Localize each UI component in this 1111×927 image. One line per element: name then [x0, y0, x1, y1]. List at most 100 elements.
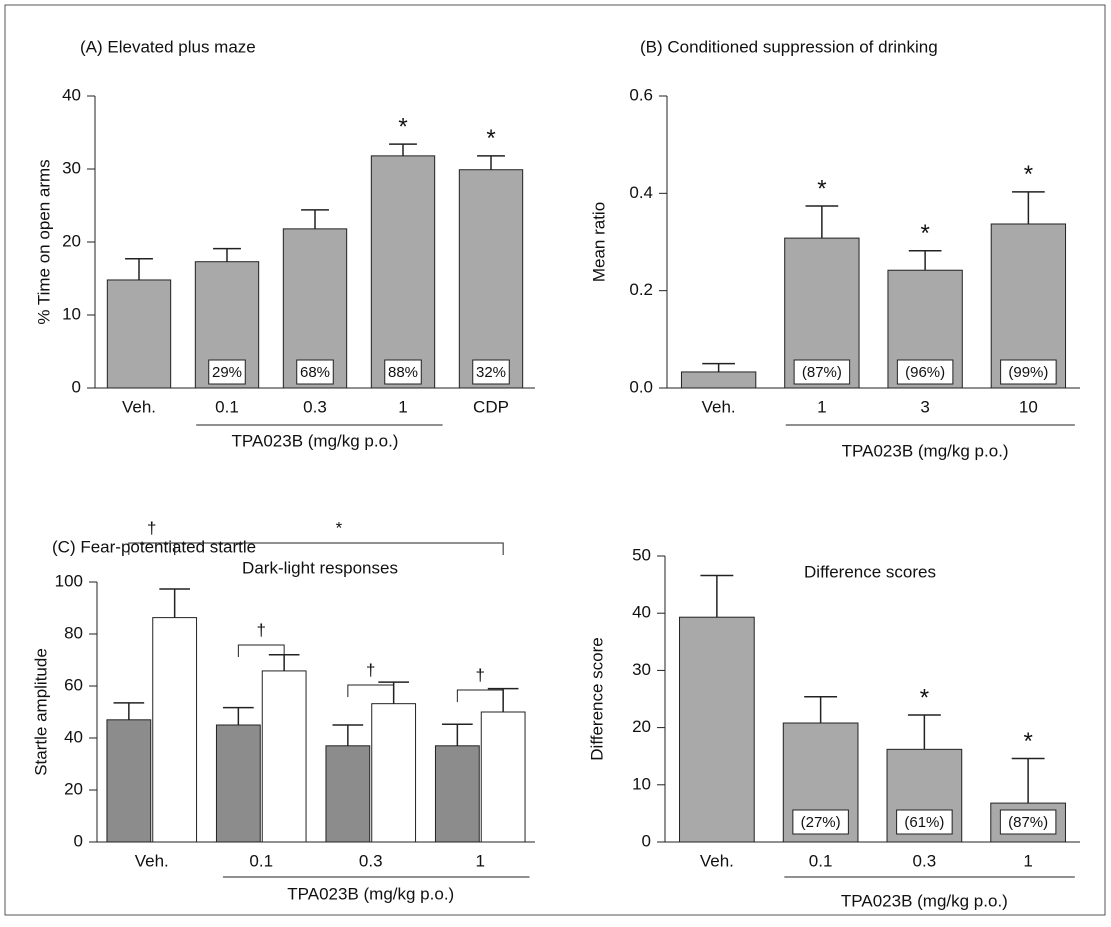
- error-bar: [223, 706, 254, 725]
- x-tick-label: 0.3: [303, 397, 327, 416]
- x-tick-label: Veh.: [122, 397, 156, 416]
- error-bar: [301, 209, 329, 229]
- box-label-frame: [793, 359, 851, 385]
- box-label: (87%): [802, 364, 842, 381]
- error-bar: [159, 588, 190, 618]
- bracket: [237, 644, 285, 657]
- error-bar: [700, 574, 734, 618]
- bracket: [347, 684, 395, 697]
- x-tick-label: Veh.: [700, 851, 734, 870]
- y-tick-label: 10: [62, 304, 81, 323]
- error-bar: [442, 723, 473, 746]
- y-tick-label: 0: [642, 831, 651, 850]
- error-bar: [1011, 757, 1045, 804]
- bar: [106, 719, 152, 843]
- box-label-frame: [208, 359, 246, 385]
- significance-mark: *: [398, 114, 407, 141]
- group-label: TPA023B (mg/kg p.o.): [287, 884, 454, 903]
- y-tick-label: 0.4: [629, 183, 653, 202]
- x-tick-label: CDP: [473, 397, 509, 416]
- y-axis-title: Startle amplitude: [31, 648, 50, 776]
- y-tick-label: 0.0: [629, 377, 653, 396]
- x-tick-label: 0.1: [249, 851, 273, 870]
- y-axis-title: Mean ratio: [589, 202, 608, 282]
- y-axis-title: % Time on open arms: [34, 159, 53, 324]
- error-bar: [907, 714, 941, 750]
- y-tick-label: 0.6: [629, 85, 653, 104]
- bar: [480, 711, 526, 843]
- y-tick-label: 0: [74, 831, 83, 850]
- error-bar: [702, 362, 735, 372]
- bar: [458, 169, 524, 389]
- box-label: (96%): [905, 364, 945, 381]
- significance-mark: *: [486, 125, 495, 152]
- significance-mark: *: [1024, 161, 1033, 188]
- x-tick-label: 0.3: [913, 851, 937, 870]
- box-label-frame: [296, 359, 334, 385]
- box-label-frame: [472, 359, 510, 385]
- box-label-frame: [1000, 359, 1057, 385]
- y-tick-label: 20: [632, 717, 651, 736]
- group-label: TPA023B (mg/kg p.o.): [841, 891, 1008, 910]
- y-tick-label: 30: [62, 158, 81, 177]
- error-bar: [213, 247, 241, 262]
- error-bar: [805, 205, 839, 239]
- x-tick-label: 10: [1019, 397, 1038, 416]
- panel-title: Difference scores: [804, 562, 936, 581]
- box-label: (87%): [1008, 814, 1048, 831]
- x-tick-label: 0.3: [359, 851, 383, 870]
- bar: [215, 724, 261, 843]
- x-tick-label: Veh.: [702, 397, 736, 416]
- y-tick-label: 50: [632, 545, 651, 564]
- y-tick-label: 80: [64, 623, 83, 642]
- box-label: 29%: [212, 364, 242, 381]
- error-bar: [268, 654, 300, 671]
- y-tick-label: 30: [632, 660, 651, 679]
- box-label-frame: [384, 359, 422, 385]
- x-tick-label: 1: [817, 397, 826, 416]
- x-tick-label: 3: [920, 397, 929, 416]
- y-tick-label: 40: [62, 85, 81, 104]
- x-tick-label: 0.1: [809, 851, 833, 870]
- bar: [261, 670, 307, 843]
- panel-title: (B) Conditioned suppression of drinking: [640, 37, 938, 56]
- bar: [371, 703, 417, 843]
- bracket-label: †: [257, 620, 266, 639]
- y-tick-label: 40: [64, 727, 83, 746]
- error-bar: [389, 143, 417, 156]
- significance-mark: *: [817, 175, 826, 202]
- y-tick-label: 0: [72, 377, 81, 396]
- bracket-label: †: [366, 660, 375, 679]
- panel-subtitle: Dark-light responses: [242, 558, 398, 577]
- x-tick-label: 1: [1023, 851, 1032, 870]
- x-tick-label: 1: [398, 397, 407, 416]
- box-label: 32%: [476, 364, 506, 381]
- significance-mark: *: [920, 220, 929, 247]
- bar: [152, 617, 198, 843]
- box-label-frame: [792, 809, 849, 835]
- group-label: TPA023B (mg/kg p.o.): [232, 431, 399, 450]
- box-label-frame: [896, 359, 954, 385]
- box-label: 88%: [388, 364, 418, 381]
- bar: [106, 279, 172, 389]
- bracket-label: †: [476, 665, 485, 684]
- bar: [434, 745, 480, 843]
- y-tick-label: 20: [62, 231, 81, 250]
- bar: [325, 745, 371, 843]
- y-tick-label: 100: [55, 571, 83, 590]
- bracket: [174, 542, 504, 555]
- x-tick-label: 0.1: [215, 397, 239, 416]
- y-tick-label: 40: [632, 603, 651, 622]
- box-label: (99%): [1008, 364, 1048, 381]
- box-label: (61%): [904, 814, 944, 831]
- error-bar: [1012, 191, 1045, 224]
- panel-title: (C) Fear-potentiated startle: [52, 537, 256, 556]
- y-tick-label: 60: [64, 675, 83, 694]
- y-tick-label: 10: [632, 774, 651, 793]
- x-tick-label: 1: [476, 851, 485, 870]
- y-tick-label: 0.2: [629, 280, 653, 299]
- error-bar: [125, 258, 153, 280]
- box-label: (27%): [801, 814, 841, 831]
- bracket: [456, 689, 504, 702]
- bracket-label: *: [336, 518, 343, 537]
